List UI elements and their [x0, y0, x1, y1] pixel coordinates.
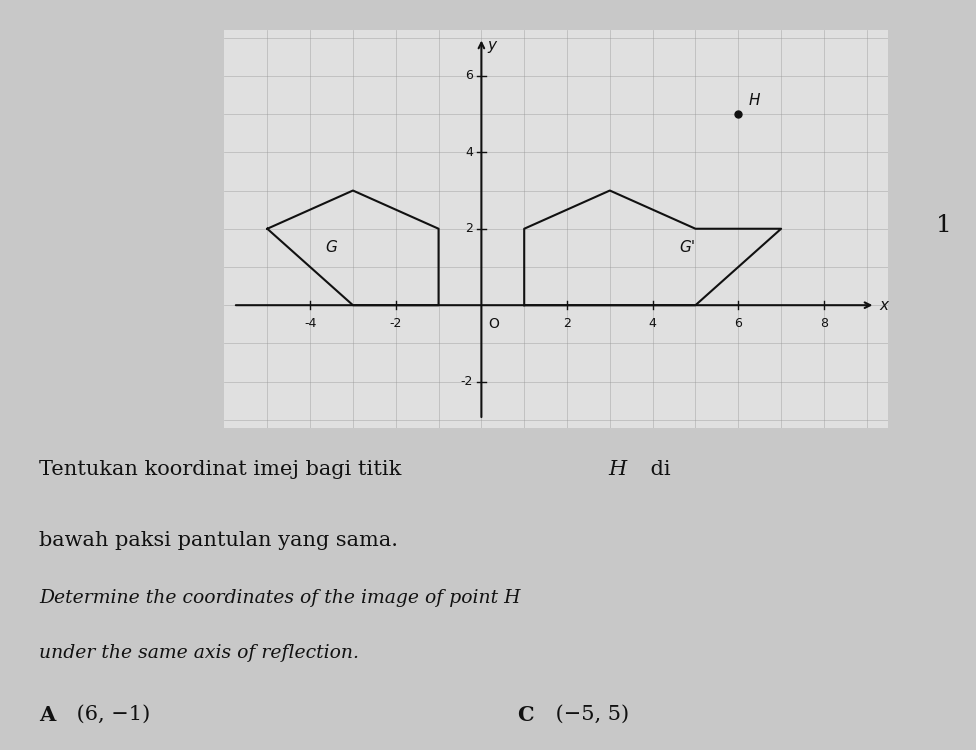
- Text: 6: 6: [734, 316, 742, 330]
- Text: -4: -4: [304, 316, 316, 330]
- Text: Determine the coordinates of the image of point H: Determine the coordinates of the image o…: [39, 589, 520, 607]
- Text: G: G: [326, 240, 338, 255]
- Text: under the same axis of reflection.: under the same axis of reflection.: [39, 644, 359, 662]
- Text: bawah paksi pantulan yang sama.: bawah paksi pantulan yang sama.: [39, 531, 398, 550]
- Text: di: di: [644, 460, 671, 478]
- Text: (6, −1): (6, −1): [70, 705, 150, 724]
- Text: (−5, 5): (−5, 5): [549, 705, 629, 724]
- Text: 6: 6: [465, 69, 472, 82]
- Text: C: C: [517, 705, 534, 724]
- Text: O: O: [488, 316, 499, 331]
- Text: 4: 4: [465, 146, 472, 159]
- Text: A: A: [39, 705, 56, 724]
- Text: 2: 2: [465, 222, 472, 236]
- Text: 4: 4: [649, 316, 657, 330]
- Text: H: H: [749, 93, 760, 108]
- Text: -2: -2: [389, 316, 402, 330]
- Text: y: y: [488, 38, 497, 52]
- Text: G': G': [679, 240, 695, 255]
- Text: 1: 1: [936, 214, 952, 236]
- Text: -2: -2: [461, 375, 472, 388]
- Text: 8: 8: [820, 316, 828, 330]
- Text: x: x: [879, 298, 888, 313]
- Text: H: H: [608, 460, 627, 478]
- Text: Tentukan koordinat imej bagi titik: Tentukan koordinat imej bagi titik: [39, 460, 408, 478]
- Text: 2: 2: [563, 316, 571, 330]
